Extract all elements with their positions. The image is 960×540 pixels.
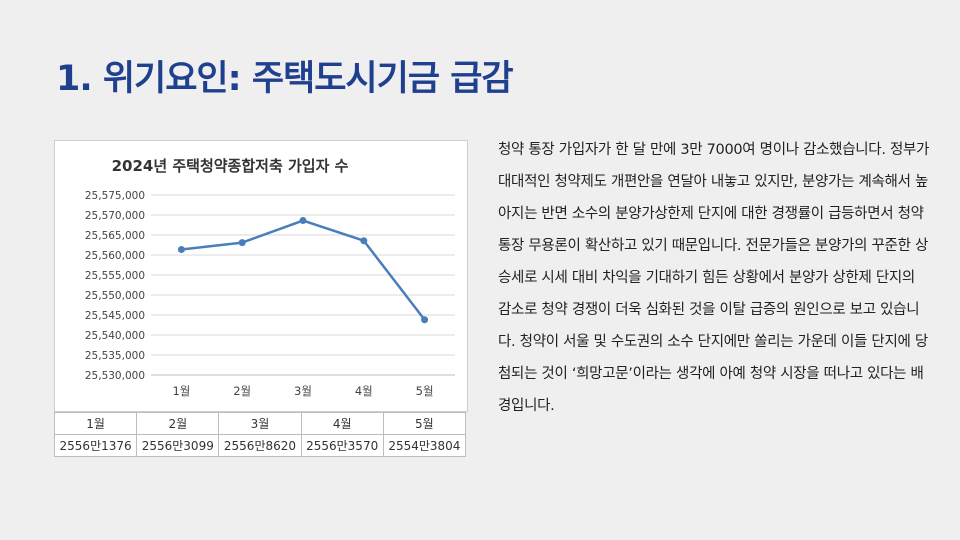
- table-header-cell: 3월: [218, 412, 302, 435]
- y-tick-label: 25,530,000: [85, 370, 145, 382]
- data-point: [238, 239, 246, 247]
- y-tick-label: 25,540,000: [85, 330, 145, 342]
- y-tick-label: 25,560,000: [85, 250, 145, 262]
- y-tick-label: 25,565,000: [85, 230, 145, 242]
- table-cell: 2556만3099: [136, 434, 220, 457]
- table-cell: 2556만1376: [53, 434, 138, 457]
- table-cell: 2556만8620: [218, 434, 302, 457]
- table-cell: 2556만3570: [300, 434, 384, 457]
- line-chart: 2024년 주택청약종합저축 가입자 수 25,530,000 25,535,00…: [54, 140, 468, 412]
- y-tick-label: 25,545,000: [85, 310, 145, 322]
- data-point: [177, 245, 185, 253]
- table-header-row: 1월 2월 3월 4월 5월: [53, 412, 467, 435]
- chart-plot-area: 25,530,000 25,535,000 25,540,000 25,545,000…: [85, 190, 455, 398]
- x-tick-label: 2월: [233, 384, 251, 398]
- table-row: 2556만1376 2556만3099 2556만8620 2556만3570 …: [53, 434, 467, 457]
- y-tick-label: 25,550,000: [85, 290, 145, 302]
- x-tick-label: 3월: [294, 384, 312, 398]
- table-header-cell: 2월: [136, 412, 220, 435]
- x-tick-label: 4월: [355, 384, 373, 398]
- data-point: [421, 316, 429, 324]
- table-header-cell: 4월: [300, 412, 384, 435]
- table-header-cell: 5월: [382, 412, 467, 435]
- y-tick-label: 25,555,000: [85, 270, 145, 282]
- y-tick-label: 25,575,000: [85, 190, 145, 202]
- table-header-cell: 1월: [53, 412, 138, 435]
- y-tick-label: 25,570,000: [85, 210, 145, 222]
- x-tick-label: 1월: [172, 384, 190, 398]
- chart-data-table: 1월 2월 3월 4월 5월 2556만1376 2556만3099 2556만…: [53, 412, 467, 457]
- x-tick-label: 5월: [416, 384, 434, 398]
- table-cell: 2554만3804: [382, 434, 467, 457]
- data-point: [299, 217, 307, 225]
- data-point: [360, 237, 368, 245]
- chart-title: 2024년 주택청약종합저축 가입자 수: [111, 157, 349, 175]
- y-tick-label: 25,535,000: [85, 350, 145, 362]
- body-paragraph: 청약 통장 가입자가 한 달 만에 3만 7000여 명이나 감소했습니다. 정…: [498, 142, 930, 414]
- slide-title: 1. 위기요인: 주택도시기금 급감: [56, 59, 514, 99]
